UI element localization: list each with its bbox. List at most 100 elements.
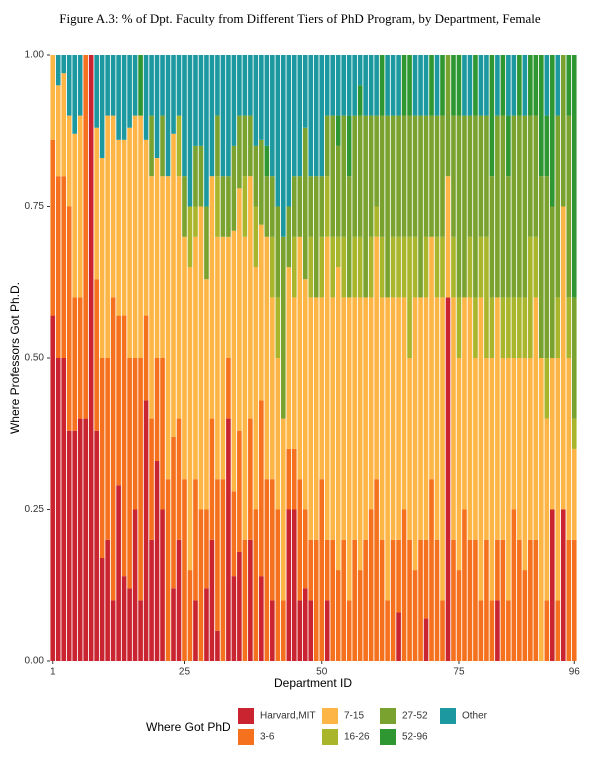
bar-segment: [555, 297, 561, 358]
bar-segment: [489, 297, 495, 358]
bar-segment: [434, 539, 440, 661]
bar-segment: [105, 115, 110, 358]
legend-label: 7-15: [344, 711, 364, 722]
bar-segment: [522, 358, 528, 571]
bar-segment: [440, 236, 445, 298]
bar-segment: [407, 358, 412, 540]
bar-segment: [110, 115, 116, 298]
bar-segment: [132, 358, 138, 510]
bar-segment: [429, 115, 434, 237]
bar-segment: [220, 479, 226, 661]
bar-segment: [66, 206, 72, 431]
bar-segment: [478, 55, 484, 116]
bar-segment: [308, 176, 314, 237]
bar-segment: [231, 491, 237, 577]
bar-segment: [66, 55, 72, 116]
bar-segment: [154, 158, 160, 358]
bar-segment: [374, 236, 379, 480]
bar-segment: [456, 358, 462, 571]
bar-segment: [517, 55, 522, 116]
bar-segment: [412, 570, 418, 661]
bar-segment: [571, 448, 577, 540]
bar-segment: [374, 115, 379, 207]
bar-segment: [451, 297, 456, 540]
bar-segment: [330, 297, 336, 540]
bar-segment: [517, 358, 522, 540]
bar-segment: [368, 236, 374, 298]
bar-segment: [566, 539, 572, 661]
bar-segment: [352, 297, 357, 540]
bar-segment: [253, 509, 259, 661]
bar-segment: [324, 539, 330, 601]
bar-segment: [555, 358, 561, 601]
bar-segment: [396, 236, 401, 298]
bar-segment: [390, 297, 396, 540]
bar-segment: [544, 600, 550, 661]
bar-segment: [302, 279, 308, 510]
bar-segment: [215, 479, 220, 631]
bar-segment: [264, 176, 270, 237]
bar-segment: [187, 55, 193, 207]
bar-segment: [160, 55, 165, 116]
bar-segment: [308, 600, 314, 661]
bar-segment: [462, 55, 467, 116]
bar-segment: [242, 115, 248, 177]
bar-segment: [237, 55, 242, 116]
y-tick-label: 0.25: [25, 504, 45, 515]
bar-segment: [259, 55, 264, 140]
bar-segment: [308, 297, 314, 540]
bar-segment: [319, 236, 325, 298]
y-axis-label: Where Professors Got Ph.D.: [8, 282, 22, 434]
bar-segment: [517, 297, 522, 358]
bar-segment: [281, 600, 286, 661]
bar-segment: [352, 55, 357, 116]
bar-segment: [204, 509, 209, 589]
bar-segment: [160, 509, 165, 661]
bar-segment: [385, 55, 390, 116]
bar-segment: [275, 55, 281, 207]
bar-segment: [226, 236, 231, 358]
bar-segment: [478, 236, 484, 298]
bar-segment: [138, 600, 143, 661]
bar-segment: [248, 418, 253, 540]
bar-segment: [484, 115, 489, 237]
bar-segment: [286, 267, 292, 449]
bar-segment: [226, 418, 231, 661]
bar-segment: [451, 115, 456, 237]
bar-segment: [429, 236, 434, 480]
bar-segment: [341, 236, 346, 298]
bar-segment: [401, 236, 407, 298]
bar-segment: [324, 176, 330, 237]
bar-segment: [418, 539, 423, 661]
bar-segment: [193, 600, 198, 661]
bar-segment: [506, 176, 511, 298]
legend-swatch: [238, 708, 254, 724]
bar-segment: [94, 127, 99, 280]
bar-segment: [357, 85, 363, 116]
bar-segment: [105, 55, 110, 116]
bar-segment: [390, 539, 396, 661]
bar-segment: [555, 600, 561, 661]
bar-segment: [198, 206, 204, 510]
bar-segment: [209, 539, 215, 661]
y-tick-label: 1.00: [25, 50, 45, 61]
bar-segment: [341, 55, 346, 116]
bar-segment: [116, 315, 121, 486]
bar-segment: [138, 115, 143, 358]
bar-segment: [220, 236, 226, 480]
bar-segment: [165, 55, 171, 177]
bar-segment: [61, 176, 67, 358]
bar-segment: [528, 358, 533, 540]
bar-segment: [401, 115, 407, 237]
bar-segment: [110, 297, 116, 601]
bar-segment: [237, 188, 242, 431]
bar-segment: [275, 509, 281, 661]
bar-segment: [275, 297, 281, 358]
bar-segment: [61, 358, 67, 661]
bar-segment: [88, 55, 94, 661]
bar-segment: [440, 297, 445, 601]
bar-segment: [566, 115, 572, 298]
bar-segment: [445, 297, 451, 661]
bar-segment: [154, 358, 160, 462]
